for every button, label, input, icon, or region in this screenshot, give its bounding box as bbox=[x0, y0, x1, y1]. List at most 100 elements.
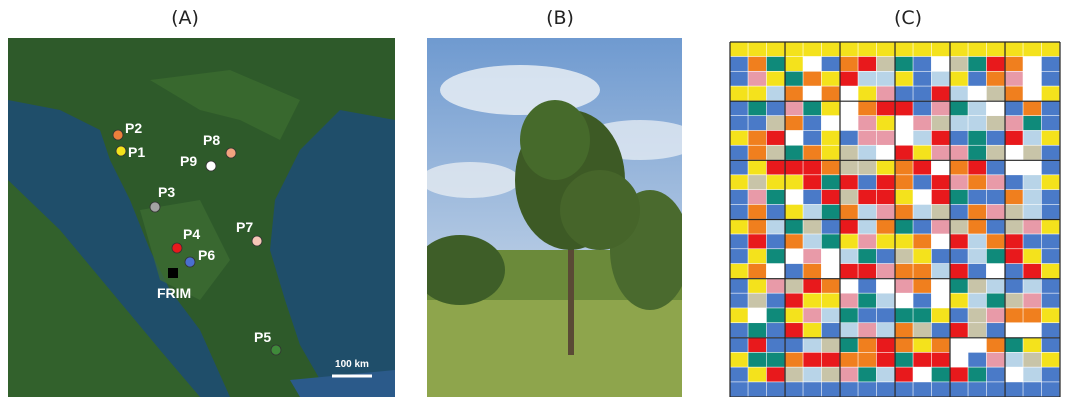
grid-cell bbox=[1023, 175, 1041, 189]
grid-cell bbox=[932, 293, 950, 307]
grid-cell bbox=[840, 57, 858, 71]
grid-cell bbox=[1042, 353, 1060, 367]
grid-cell bbox=[858, 101, 876, 115]
grid-cell bbox=[803, 72, 821, 86]
plot-layout bbox=[730, 42, 1060, 397]
grid-cell bbox=[785, 190, 803, 204]
grid-cell bbox=[1005, 220, 1023, 234]
grid-cell bbox=[877, 308, 895, 322]
grid-cell bbox=[840, 160, 858, 174]
grid-cell bbox=[950, 72, 968, 86]
grid-cell bbox=[785, 116, 803, 130]
grid-cell bbox=[822, 264, 840, 278]
grid-cell bbox=[968, 205, 986, 219]
grid-cell bbox=[1005, 86, 1023, 100]
grid-cell bbox=[730, 160, 748, 174]
grid-cell bbox=[1023, 264, 1041, 278]
grid-cell bbox=[895, 86, 913, 100]
grid-cell bbox=[877, 249, 895, 263]
grid-cell bbox=[803, 146, 821, 160]
grid-cell bbox=[748, 57, 766, 71]
grid-cell bbox=[803, 293, 821, 307]
grid-cell bbox=[748, 146, 766, 160]
grid-cell bbox=[968, 160, 986, 174]
grid-cell bbox=[932, 42, 950, 56]
grid-cell bbox=[803, 101, 821, 115]
grid-cell bbox=[803, 116, 821, 130]
grid-cell bbox=[748, 86, 766, 100]
grid-cell bbox=[877, 57, 895, 71]
grid-cell bbox=[987, 205, 1005, 219]
grid-cell bbox=[968, 220, 986, 234]
grid-cell bbox=[950, 353, 968, 367]
grid-cell bbox=[1023, 338, 1041, 352]
grid-cell bbox=[840, 220, 858, 234]
grid-cell bbox=[877, 353, 895, 367]
grid-cell bbox=[767, 101, 785, 115]
grid-cell bbox=[895, 146, 913, 160]
grid-cell bbox=[730, 116, 748, 130]
grid-cell bbox=[748, 190, 766, 204]
grid-cell bbox=[932, 175, 950, 189]
site-label: P6 bbox=[198, 247, 215, 263]
grid-cell bbox=[858, 116, 876, 130]
grid-cell bbox=[858, 57, 876, 71]
site-label: P9 bbox=[180, 153, 197, 169]
grid-cell bbox=[895, 353, 913, 367]
grid-cell bbox=[785, 353, 803, 367]
grid-cell bbox=[987, 279, 1005, 293]
grid-cell bbox=[840, 190, 858, 204]
grid-cell bbox=[785, 101, 803, 115]
grid-cell bbox=[1042, 205, 1060, 219]
grid-cell bbox=[785, 86, 803, 100]
grid-cell bbox=[968, 293, 986, 307]
grid-cell bbox=[730, 86, 748, 100]
grid-cell bbox=[1005, 42, 1023, 56]
grid-cell bbox=[913, 116, 931, 130]
grid-cell bbox=[840, 146, 858, 160]
grid-cell bbox=[968, 323, 986, 337]
grid-cell bbox=[987, 72, 1005, 86]
grid-cell bbox=[877, 367, 895, 381]
panel-label: (C) bbox=[894, 7, 922, 29]
grid-cell bbox=[932, 234, 950, 248]
grid-cell bbox=[1005, 205, 1023, 219]
grid-cell bbox=[932, 382, 950, 396]
grid-cell bbox=[1042, 86, 1060, 100]
site-marker bbox=[113, 130, 123, 140]
photo bbox=[415, 38, 700, 397]
grid-cell bbox=[913, 353, 931, 367]
grid-cell bbox=[785, 293, 803, 307]
grid-cell bbox=[1042, 234, 1060, 248]
grid-cell bbox=[767, 264, 785, 278]
grid-cell bbox=[858, 353, 876, 367]
site-label: P3 bbox=[158, 184, 175, 200]
grid-cell bbox=[730, 72, 748, 86]
grid-cell bbox=[858, 249, 876, 263]
station-marker bbox=[168, 268, 178, 278]
grid-cell bbox=[913, 42, 931, 56]
grid-cell bbox=[730, 249, 748, 263]
grid-cell bbox=[932, 308, 950, 322]
grid-cell bbox=[785, 205, 803, 219]
grid-cell bbox=[785, 131, 803, 145]
grid-cell bbox=[822, 308, 840, 322]
grid-cell bbox=[987, 234, 1005, 248]
grid-cell bbox=[785, 279, 803, 293]
grid-cell bbox=[1023, 86, 1041, 100]
grid-cell bbox=[767, 234, 785, 248]
grid-cell bbox=[822, 146, 840, 160]
grid-cell bbox=[858, 367, 876, 381]
grid-cell bbox=[968, 190, 986, 204]
grid-cell bbox=[1023, 382, 1041, 396]
figure: (A) (B) (C) P1P2P3P4P5P6P7P8P9 FRIM 100 … bbox=[0, 0, 1067, 397]
grid-cell bbox=[1005, 131, 1023, 145]
grid-cell bbox=[767, 116, 785, 130]
grid-cell bbox=[785, 249, 803, 263]
grid-cell bbox=[748, 131, 766, 145]
grid-cell bbox=[767, 353, 785, 367]
grid-cell bbox=[987, 175, 1005, 189]
grid-cell bbox=[730, 308, 748, 322]
grid-cell bbox=[913, 264, 931, 278]
grid-cell bbox=[1005, 264, 1023, 278]
